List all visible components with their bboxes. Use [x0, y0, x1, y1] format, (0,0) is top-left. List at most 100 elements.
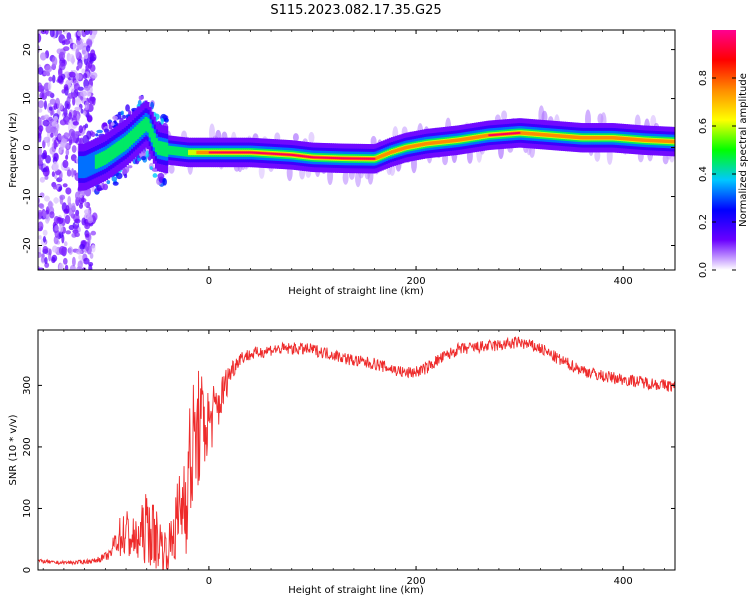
heatmap-noise-cell [44, 256, 48, 265]
heatmap-ridge-cell [422, 142, 426, 146]
heatmap-ridge-cell [523, 131, 527, 135]
heatmap-ridge-cell [490, 134, 494, 137]
heatmap-ridge-cell [368, 157, 372, 160]
snr-x-tick-label: 0 [206, 576, 212, 587]
heatmap-ridge-cell [492, 133, 496, 136]
heatmap-ridge-cell [98, 152, 102, 167]
heatmap-ridge-cell [591, 136, 595, 140]
heatmap-noise-cell [84, 223, 91, 230]
heatmap-noise-cell [52, 185, 57, 190]
heatmap-noise-cell [76, 40, 84, 51]
heatmap-ridge-cell [482, 134, 486, 138]
heatmap-ridge-cell [349, 157, 353, 160]
heatmap-ridge-cell [486, 133, 490, 138]
heatmap-ridge-cell [658, 139, 662, 143]
colorbar-tick-label: 0.0 [698, 262, 709, 278]
heatmap-noise-cell [66, 32, 72, 40]
spectrogram-panel: 0 200 400 20 10 0 -10 -20 Height of straight li… [8, 29, 676, 297]
heatmap-ridge-cell [519, 131, 523, 135]
spectrogram-y-tick-label: -20 [22, 237, 33, 253]
heatmap-ridge-cell [569, 135, 573, 139]
heatmap-halo-cell [501, 110, 508, 121]
heatmap-ridge-cell [670, 139, 674, 144]
heatmap-ridge-cell [183, 147, 187, 157]
heatmap-ridge-cell [426, 141, 430, 146]
heatmap-ridge-cell [424, 142, 428, 146]
heatmap-noise-cell [51, 254, 58, 262]
snr-x-tick-label: 400 [614, 576, 633, 587]
heatmap-scatter-cell [120, 110, 124, 116]
heatmap-ridge-cell [531, 132, 535, 136]
heatmap-ridge-cell [643, 138, 647, 142]
heatmap-noise-cell [63, 46, 70, 52]
heatmap-noise-cell [44, 195, 50, 202]
heatmap-ridge-cell [610, 136, 614, 140]
heatmap-noise-cell [39, 176, 46, 183]
heatmap-ridge-cell [185, 147, 189, 157]
heatmap-ridge-cell [339, 157, 343, 160]
heatmap-halo-cell [168, 164, 175, 174]
heatmap-noise-cell [91, 96, 96, 106]
heatmap-ridge-cell [357, 157, 361, 160]
heatmap-ridge-cell [560, 134, 564, 138]
heatmap-ridge-cell [556, 134, 560, 138]
heatmap-ridge-cell [198, 150, 202, 155]
heatmap-noise-cell [65, 154, 69, 160]
heatmap-ridge-cell [455, 138, 459, 143]
heatmap-ridge-cell [451, 139, 455, 143]
heatmap-noise-cell [58, 149, 62, 154]
heatmap-ridge-cell [217, 151, 221, 154]
heatmap-ridge-cell [214, 151, 218, 154]
spectrogram-axis-ticks: 0 200 400 20 10 0 -10 -20 [22, 30, 675, 287]
heatmap-noise-cell [65, 187, 72, 195]
heatmap-ridge-cell [159, 141, 163, 156]
heatmap-ridge-cell [577, 135, 581, 140]
heatmap-noise-cell [48, 248, 52, 256]
heatmap-ridge-cell [511, 132, 515, 135]
heatmap-ridge-cell [461, 137, 465, 142]
heatmap-noise-cell [82, 73, 88, 79]
heatmap-ridge-cell [200, 150, 204, 155]
heatmap-scatter-cell [139, 95, 144, 100]
heatmap-ridge-cell [243, 151, 247, 154]
heatmap-ridge-cell [355, 157, 359, 160]
snr-frame [37, 329, 676, 571]
heatmap-ridge-cell [287, 153, 291, 156]
heatmap-ridge-cell [328, 156, 332, 159]
heatmap-ridge-cell [606, 136, 610, 140]
heatmap-noise-cell [58, 186, 63, 191]
heatmap-ridge-cell [449, 139, 453, 143]
heatmap-ridge-cell [177, 146, 181, 156]
heatmap-ridge-cell [343, 157, 347, 160]
heatmap-noise-cell [86, 45, 91, 53]
heatmap-ridge-cell [318, 156, 322, 159]
heatmap-noise-cell [71, 168, 75, 178]
heatmap-noise-cell [74, 106, 81, 111]
heatmap-noise-cell [89, 252, 94, 259]
heatmap-ridge-cell [440, 140, 444, 144]
heatmap-ridge-cell [480, 134, 484, 139]
spectrogram-y-tick-label: -10 [22, 188, 33, 204]
heatmap-scatter-cell [112, 181, 119, 186]
heatmap-ridge-cell [548, 133, 552, 137]
heatmap-noise-cell [58, 68, 63, 78]
colorbar-gradient [712, 30, 736, 270]
heatmap-ridge-cell [645, 138, 649, 143]
heatmap-ridge-cell [90, 152, 94, 175]
spectrogram-x-tick-label: 400 [614, 276, 633, 287]
heatmap-ridge-cell [231, 151, 235, 154]
heatmap-ridge-cell [500, 133, 504, 136]
heatmap-ridge-cell [517, 131, 521, 134]
heatmap-ridge-cell [291, 154, 295, 156]
heatmap-noise-cell [54, 225, 59, 231]
heatmap-ridge-cell [196, 150, 200, 155]
heatmap-noise-cell [42, 119, 50, 127]
heatmap-scatter-cell [110, 122, 115, 126]
heatmap-noise-cell [85, 64, 89, 72]
heatmap-noise-cell [38, 146, 43, 156]
heatmap-noise-cell [80, 108, 84, 114]
snr-panel: 0 200 400 0 100 200 300 Height of straight lin… [8, 329, 676, 596]
heatmap-noise-cell [71, 256, 76, 267]
heatmap-ridge-cell [333, 157, 337, 160]
heatmap-ridge-cell [111, 145, 115, 160]
